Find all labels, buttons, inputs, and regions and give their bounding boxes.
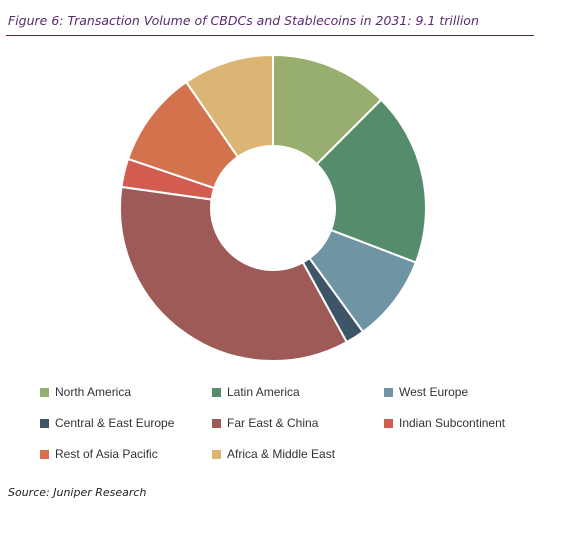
legend-swatch-far-east-china: [212, 418, 221, 428]
legend-label-africa-middle-east: Africa & Middle East: [227, 447, 336, 461]
legend-swatch-central-east-europe: [40, 418, 49, 428]
legend-label-latin-america: Latin America: [227, 385, 300, 399]
legend-swatch-west-europe: [384, 387, 393, 397]
legend-item-africa-middle-east: Africa & Middle East: [212, 446, 384, 462]
legend-label-indian-subcontinent: Indian Subcontinent: [399, 416, 506, 430]
legend-label-west-europe: West Europe: [399, 385, 469, 399]
donut-slice-far-east-china: [119, 185, 349, 362]
legend-label-north-america: North America: [55, 385, 132, 399]
legend-swatch-rest-of-asia-pacific: [40, 449, 49, 459]
legend-swatch-africa-middle-east: [212, 449, 221, 459]
legend-item-indian-subcontinent: Indian Subcontinent: [384, 415, 540, 431]
chart-legend: North America Latin America West Europe …: [40, 384, 540, 462]
legend-swatch-latin-america: [212, 387, 221, 397]
legend-label-rest-of-asia-pacific: Rest of Asia Pacific: [55, 447, 158, 461]
donut-slice-africa-middle-east: [184, 53, 274, 159]
legend-item-central-east-europe: Central & East Europe: [40, 415, 212, 431]
title-divider: [6, 35, 534, 36]
legend-label-far-east-china: Far East & China: [227, 416, 319, 430]
legend-label-central-east-europe: Central & East Europe: [55, 416, 175, 430]
legend-item-rest-of-asia-pacific: Rest of Asia Pacific: [40, 446, 212, 462]
legend-item-north-america: North America: [40, 384, 212, 400]
source-note: Source: Juniper Research: [8, 486, 147, 499]
figure-title: Figure 6: Transaction Volume of CBDCs an…: [8, 13, 479, 28]
legend-swatch-north-america: [40, 387, 49, 397]
legend-swatch-indian-subcontinent: [384, 418, 393, 428]
legend-item-far-east-china: Far East & China: [212, 415, 384, 431]
legend-item-west-europe: West Europe: [384, 384, 540, 400]
legend-item-latin-america: Latin America: [212, 384, 384, 400]
donut-chart: [119, 53, 427, 362]
donut-slice-latin-america: [315, 98, 427, 264]
